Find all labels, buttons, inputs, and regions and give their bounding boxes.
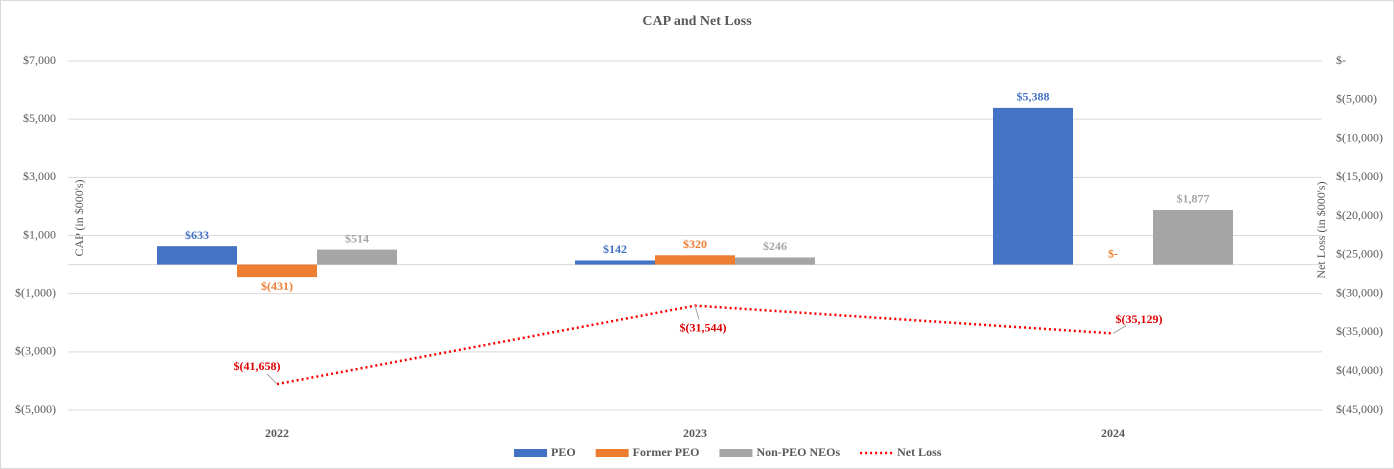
legend-label: Former PEO — [633, 445, 700, 459]
y-tick-label: $1,000 — [23, 227, 56, 241]
y2-tick-label: $(40,000) — [1336, 363, 1383, 377]
leader-line — [266, 373, 278, 385]
legend-swatch — [514, 449, 547, 457]
value-label: $142 — [603, 242, 627, 256]
value-label: $(35,129) — [1116, 312, 1163, 326]
y-axis-title: CAP (in $000's) — [72, 179, 86, 256]
legend-label: PEO — [551, 445, 576, 459]
bar — [157, 246, 237, 265]
y2-tick-label: $(5,000) — [1336, 92, 1377, 106]
value-label: $(31,544) — [680, 320, 727, 334]
bar — [735, 257, 815, 265]
value-label: $514 — [345, 231, 369, 245]
y2-tick-label: $(15,000) — [1336, 169, 1383, 183]
y2-tick-label: $(20,000) — [1336, 208, 1383, 222]
y2-tick-label: $(45,000) — [1336, 402, 1383, 416]
y-tick-label: $7,000 — [23, 53, 56, 67]
chart-title: CAP and Net Loss — [642, 14, 752, 29]
y2-tick-label: $(35,000) — [1336, 324, 1383, 338]
legend-swatch — [719, 449, 753, 457]
x-tick-label: 2024 — [1101, 426, 1125, 440]
value-label: $- — [1108, 246, 1118, 260]
x-tick-label: 2022 — [265, 426, 289, 440]
value-label: $(431) — [261, 279, 293, 293]
y-tick-label: $(1,000) — [15, 285, 56, 299]
y2-tick-label: $(10,000) — [1336, 130, 1383, 144]
y2-tick-label: $- — [1336, 53, 1346, 67]
bar — [1153, 209, 1233, 265]
legend-swatch — [595, 449, 629, 457]
x-tick-label: 2023 — [683, 426, 707, 440]
legend-label: Net Loss — [897, 445, 942, 459]
y-tick-label: $3,000 — [23, 169, 56, 183]
value-label: $246 — [763, 239, 787, 253]
y-tick-label: $(3,000) — [15, 344, 56, 358]
bar — [655, 255, 735, 265]
value-label: $320 — [683, 237, 707, 251]
y2-tick-label: $(25,000) — [1336, 247, 1383, 261]
value-label: $633 — [185, 228, 209, 242]
value-label: $5,388 — [1017, 90, 1050, 104]
y-tick-label: $5,000 — [23, 111, 56, 125]
bar — [237, 264, 317, 278]
value-label: $1,877 — [1177, 192, 1210, 206]
legend-label: Non-PEO NEOs — [756, 445, 840, 459]
bar — [993, 107, 1073, 265]
bar — [317, 249, 397, 265]
leader-line — [1112, 325, 1127, 334]
y-tick-label: $(5,000) — [15, 402, 56, 416]
bar — [575, 260, 655, 265]
y2-axis-title: Net Loss (in $000's) — [1314, 181, 1328, 278]
leader-line — [694, 305, 700, 320]
value-label: $(41,658) — [234, 359, 281, 373]
line — [276, 304, 1114, 386]
y2-tick-label: $(30,000) — [1336, 285, 1383, 299]
